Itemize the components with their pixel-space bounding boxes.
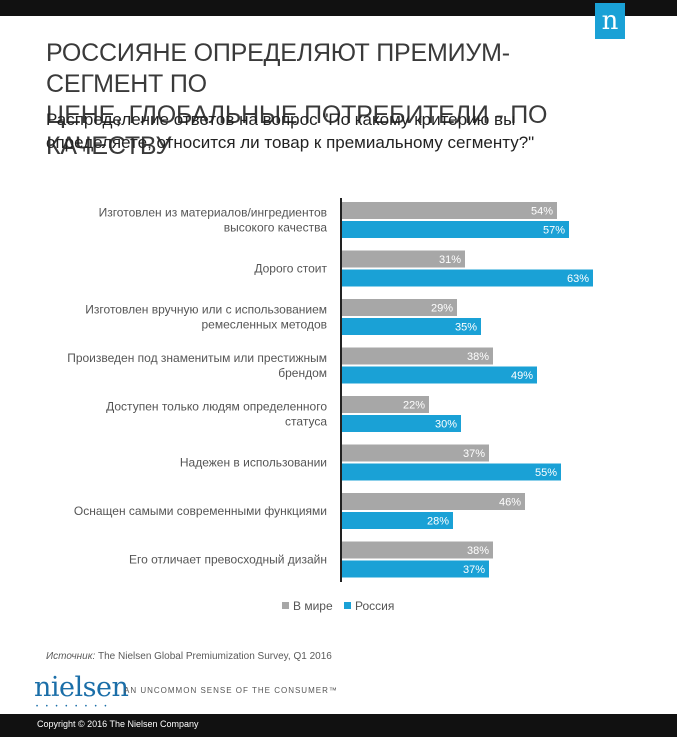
- category-label-8-line-1: Его отличает превосходный дизайн: [129, 553, 327, 567]
- data-label-world-1: 54%: [531, 206, 553, 218]
- bar-chart: 54% 57% Изготовлен из материалов/ингредиен…: [67, 198, 593, 613]
- source-label: Источник:: [46, 651, 96, 662]
- data-label-world-4: 38%: [467, 351, 489, 363]
- category-label-6-line-1: Надежен в использовании: [180, 456, 327, 470]
- data-label-world-6: 37%: [463, 448, 485, 460]
- data-label-russia-1: 57%: [543, 225, 565, 237]
- data-label-world-7: 46%: [499, 497, 521, 509]
- category-label-2-line-1: Дорого стоит: [254, 262, 327, 276]
- category-label-7-line-1: Оснащен самыми современными функциями: [74, 504, 327, 518]
- source-text: The Nielsen Global Premiumization Survey…: [98, 651, 332, 662]
- brand-tagline: AN UNCOMMON SENSE OF THE CONSUMER™: [124, 686, 338, 695]
- data-label-russia-8: 37%: [463, 564, 485, 576]
- data-label-world-3: 29%: [431, 303, 453, 315]
- bar-russia-5: [341, 415, 461, 432]
- bar-world-3: [341, 299, 457, 316]
- subtitle-line-2: определяете, относится ли товар к премиа…: [46, 133, 535, 152]
- legend-swatch-russia: [344, 602, 351, 609]
- bar-russia-3: [341, 318, 481, 335]
- bar-russia-7: [341, 512, 453, 529]
- bar-world-6: [341, 444, 489, 462]
- category-label-3-line-2: ремесленных методов: [201, 318, 327, 332]
- category-label-3-line-1: Изготовлен вручную или с использованием: [85, 303, 327, 317]
- category-label-5-line-1: Доступен только людям определенного: [106, 400, 327, 414]
- copyright-text: Copyright © 2016 The Nielsen Company: [37, 719, 199, 729]
- nielsen-wordmark: nielsen: [34, 672, 129, 703]
- bar-world-2: [341, 250, 465, 268]
- data-label-world-8: 38%: [467, 545, 489, 557]
- top-bar: [0, 0, 677, 16]
- data-label-world-2: 31%: [439, 254, 461, 266]
- subtitle-line-1: Распределение ответов на вопрос "По како…: [46, 110, 516, 129]
- page-subtitle: Распределение ответов на вопрос "По како…: [46, 108, 636, 154]
- bar-world-8: [341, 541, 493, 559]
- source-note: Источник: The Nielsen Global Premiumizat…: [46, 651, 332, 662]
- bar-russia-4: [341, 366, 537, 384]
- wordmark-dots-icon: • • • • • • • •: [36, 704, 110, 710]
- category-label-4-line-1: Произведен под знаменитым или престижным: [67, 351, 327, 365]
- data-label-russia-4: 49%: [511, 370, 533, 382]
- category-label-1-line-2: высокого качества: [224, 221, 328, 235]
- data-label-russia-6: 55%: [535, 467, 557, 479]
- data-label-russia-7: 28%: [427, 516, 449, 528]
- bar-russia-1: [341, 221, 569, 238]
- bar-world-1: [341, 202, 557, 219]
- legend-label-russia: Россия: [355, 599, 394, 613]
- bar-world-5: [341, 396, 429, 413]
- legend-swatch-world: [282, 602, 289, 609]
- data-label-russia-2: 63%: [567, 273, 589, 285]
- category-label-1-line-1: Изготовлен из материалов/ингредиентов: [99, 206, 327, 220]
- data-label-russia-3: 35%: [455, 322, 477, 334]
- legend-label-world: В мире: [293, 599, 333, 613]
- nielsen-logo-icon: n: [595, 3, 625, 39]
- bar-russia-2: [341, 269, 593, 287]
- title-line-2: ЦЕНЕ, ГЛОБАЛЬНЫЕ ПОТРЕБИТЕЛИ - ПО КАЧЕСТ…: [46, 101, 548, 160]
- page-title: РОССИЯНЕ ОПРЕДЕЛЯЮТ ПРЕМИУМ-СЕГМЕНТ ПО Ц…: [46, 38, 606, 162]
- bar-russia-6: [341, 463, 561, 481]
- footer-bar: Copyright © 2016 The Nielsen Company: [0, 714, 677, 737]
- bar-russia-8: [341, 560, 489, 578]
- category-label-5-line-2: статуса: [285, 415, 327, 429]
- category-label-4-line-2: брендом: [278, 366, 327, 380]
- bar-world-4: [341, 347, 493, 365]
- data-label-russia-5: 30%: [435, 419, 457, 431]
- bar-world-7: [341, 493, 525, 510]
- title-line-1: РОССИЯНЕ ОПРЕДЕЛЯЮТ ПРЕМИУМ-СЕГМЕНТ ПО: [46, 39, 510, 98]
- data-label-world-5: 22%: [403, 400, 425, 412]
